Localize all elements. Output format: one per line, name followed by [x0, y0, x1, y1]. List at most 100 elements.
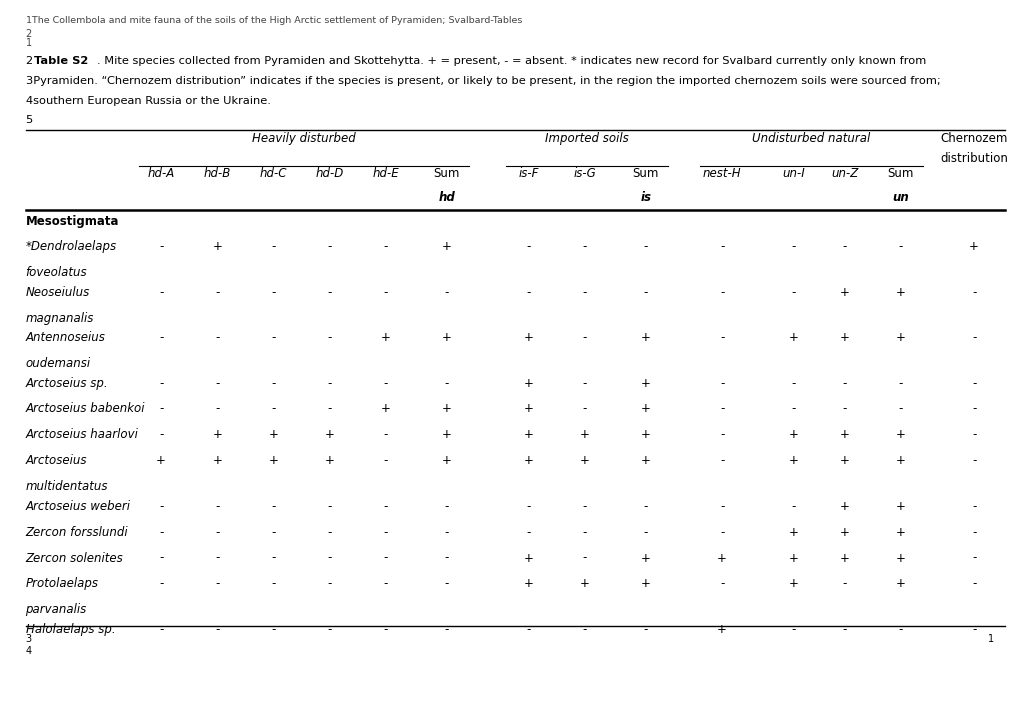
Text: +: + — [839, 454, 849, 467]
Text: -: - — [526, 286, 530, 299]
Text: 2: 2 — [25, 56, 33, 66]
Text: -: - — [327, 377, 331, 390]
Text: Arctoseius sp.: Arctoseius sp. — [25, 377, 108, 390]
Text: -: - — [791, 623, 795, 636]
Text: -: - — [971, 577, 975, 590]
Text: -: - — [215, 286, 219, 299]
Text: -: - — [971, 428, 975, 441]
Text: +: + — [441, 454, 451, 467]
Text: is: is — [640, 191, 650, 204]
Text: +: + — [640, 428, 650, 441]
Text: -: - — [643, 500, 647, 513]
Text: -: - — [327, 402, 331, 415]
Text: Heavily disturbed: Heavily disturbed — [252, 132, 356, 145]
Text: -: - — [526, 240, 530, 253]
Text: -: - — [444, 552, 448, 564]
Text: -: - — [791, 500, 795, 513]
Text: +: + — [324, 454, 334, 467]
Text: +: + — [523, 428, 533, 441]
Text: -: - — [842, 240, 846, 253]
Text: +: + — [895, 552, 905, 564]
Text: -: - — [271, 377, 275, 390]
Text: Zercon solenites: Zercon solenites — [25, 552, 123, 564]
Text: -: - — [383, 240, 387, 253]
Text: -: - — [271, 331, 275, 344]
Text: -: - — [719, 428, 723, 441]
Text: Sum: Sum — [887, 167, 913, 180]
Text: hd-C: hd-C — [260, 167, 286, 180]
Text: -: - — [215, 577, 219, 590]
Text: -: - — [842, 623, 846, 636]
Text: +: + — [212, 240, 222, 253]
Text: Table S2: Table S2 — [34, 56, 88, 66]
Text: -: - — [643, 526, 647, 539]
Text: -: - — [159, 240, 163, 253]
Text: -: - — [271, 552, 275, 564]
Text: Arctoseius babenkoi: Arctoseius babenkoi — [25, 402, 145, 415]
Text: +: + — [839, 331, 849, 344]
Text: -: - — [582, 331, 586, 344]
Text: -: - — [719, 377, 723, 390]
Text: Antennoseius: Antennoseius — [25, 331, 105, 344]
Text: +: + — [441, 402, 451, 415]
Text: -: - — [271, 286, 275, 299]
Text: +: + — [523, 377, 533, 390]
Text: +: + — [640, 454, 650, 467]
Text: -: - — [327, 623, 331, 636]
Text: -: - — [327, 577, 331, 590]
Text: -: - — [526, 526, 530, 539]
Text: +: + — [212, 428, 222, 441]
Text: -: - — [643, 286, 647, 299]
Text: +: + — [523, 577, 533, 590]
Text: -: - — [719, 402, 723, 415]
Text: -: - — [159, 552, 163, 564]
Text: -: - — [643, 623, 647, 636]
Text: Zercon forsslundi: Zercon forsslundi — [25, 526, 128, 539]
Text: -: - — [971, 402, 975, 415]
Text: 4southern European Russia or the Ukraine.: 4southern European Russia or the Ukraine… — [25, 96, 270, 107]
Text: -: - — [383, 577, 387, 590]
Text: +: + — [523, 454, 533, 467]
Text: -: - — [215, 552, 219, 564]
Text: -: - — [526, 623, 530, 636]
Text: -: - — [971, 377, 975, 390]
Text: -: - — [526, 500, 530, 513]
Text: Chernozem: Chernozem — [940, 132, 1007, 145]
Text: *Dendrolaelaps: *Dendrolaelaps — [25, 240, 116, 253]
Text: hd-A: hd-A — [148, 167, 174, 180]
Text: -: - — [719, 454, 723, 467]
Text: -: - — [215, 500, 219, 513]
Text: +: + — [640, 577, 650, 590]
Text: -: - — [159, 286, 163, 299]
Text: Arctoseius weberi: Arctoseius weberi — [25, 500, 130, 513]
Text: -: - — [898, 623, 902, 636]
Text: -: - — [383, 428, 387, 441]
Text: magnanalis: magnanalis — [25, 312, 94, 325]
Text: +: + — [839, 428, 849, 441]
Text: +: + — [380, 402, 390, 415]
Text: Sum: Sum — [433, 167, 460, 180]
Text: -: - — [271, 623, 275, 636]
Text: foveolatus: foveolatus — [25, 266, 87, 279]
Text: -: - — [791, 402, 795, 415]
Text: Protolaelaps: Protolaelaps — [25, 577, 99, 590]
Text: hd-D: hd-D — [315, 167, 343, 180]
Text: +: + — [579, 454, 589, 467]
Text: -: - — [719, 500, 723, 513]
Text: -: - — [582, 526, 586, 539]
Text: Halolaelaps sp.: Halolaelaps sp. — [25, 623, 115, 636]
Text: -: - — [159, 331, 163, 344]
Text: 4: 4 — [25, 646, 32, 656]
Text: +: + — [268, 454, 278, 467]
Text: +: + — [788, 331, 798, 344]
Text: -: - — [444, 377, 448, 390]
Text: 2: 2 — [25, 29, 32, 39]
Text: -: - — [383, 526, 387, 539]
Text: 1: 1 — [25, 38, 32, 48]
Text: +: + — [839, 526, 849, 539]
Text: hd: hd — [438, 191, 454, 204]
Text: -: - — [582, 286, 586, 299]
Text: Sum: Sum — [632, 167, 658, 180]
Text: -: - — [215, 623, 219, 636]
Text: -: - — [444, 286, 448, 299]
